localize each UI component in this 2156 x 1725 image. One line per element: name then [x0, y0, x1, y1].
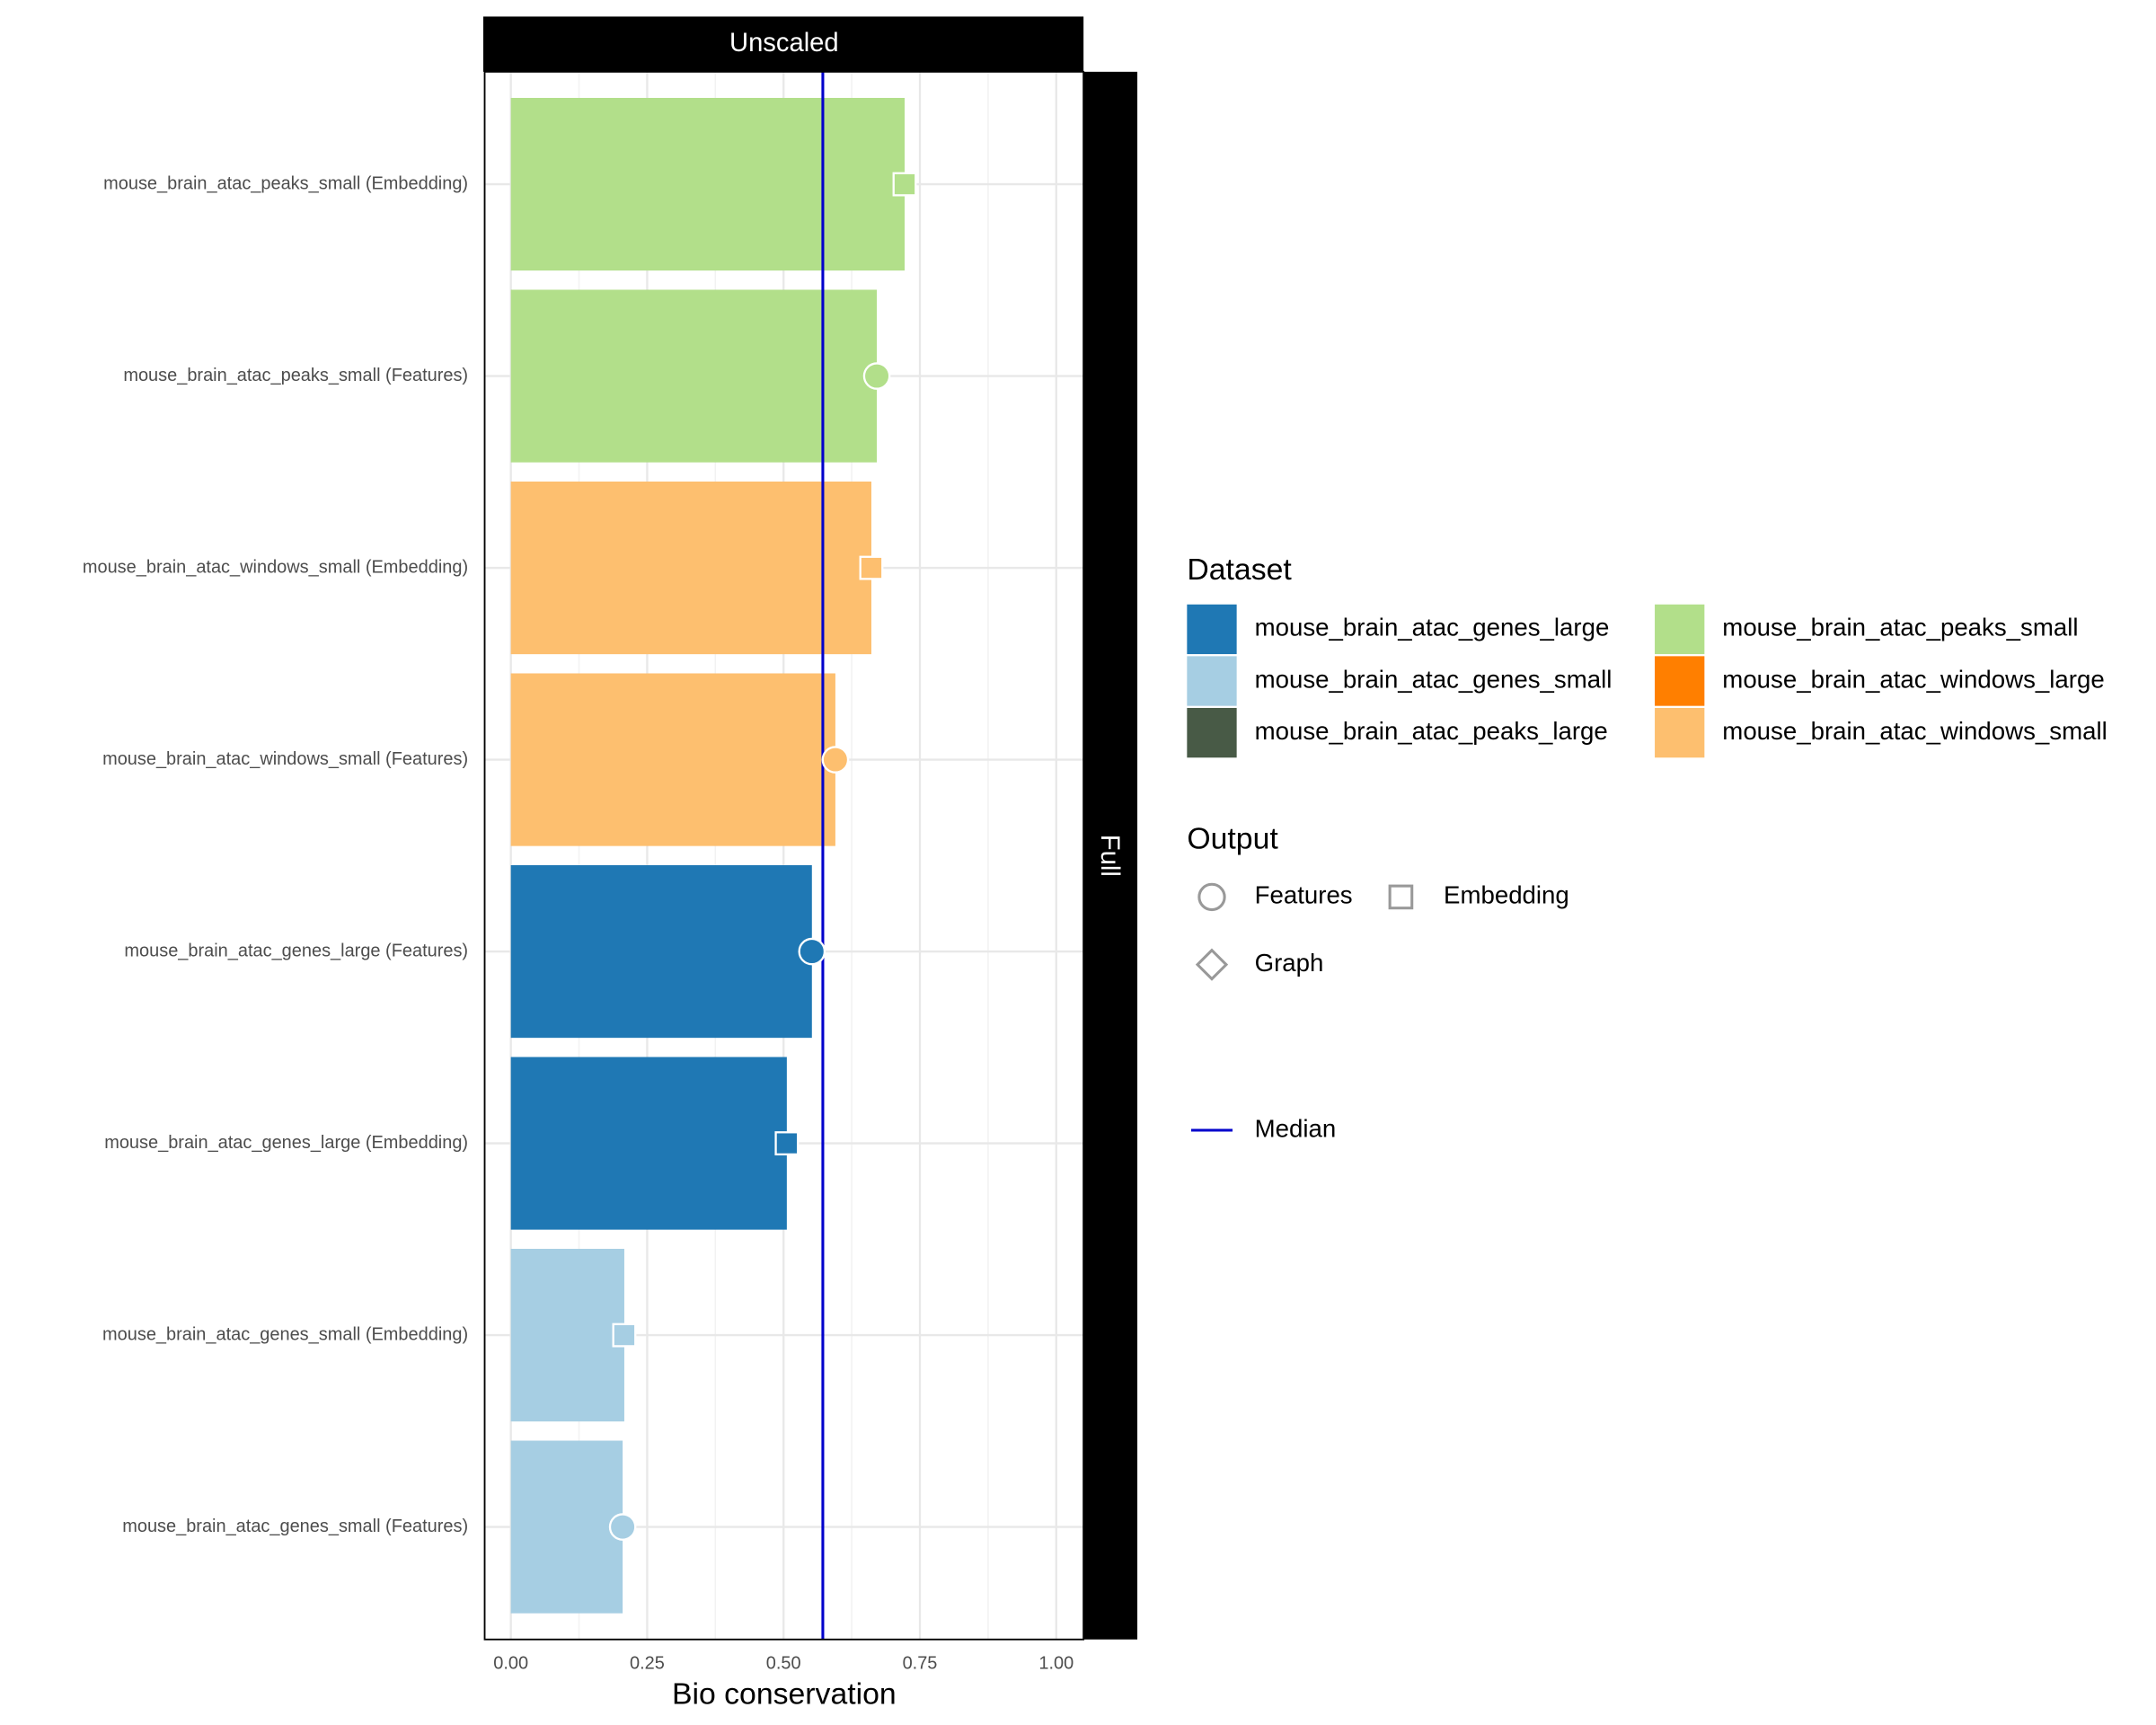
facet-strip-top: [482, 16, 1084, 72]
legend-swatch: [1655, 656, 1705, 706]
bar: [510, 97, 906, 271]
legend-label: Embedding: [1444, 881, 1569, 909]
bar: [510, 1440, 623, 1614]
point: [859, 555, 884, 580]
legend-label: mouse_brain_atac_windows_small: [1722, 717, 2107, 745]
point: [608, 1513, 637, 1541]
y-tick-label: mouse_brain_atac_genes_large (Features): [124, 941, 468, 960]
legend-label: mouse_brain_atac_genes_small: [1255, 665, 1613, 693]
bar: [510, 864, 812, 1039]
bar: [510, 289, 878, 463]
legend-title: Dataset: [1187, 553, 1292, 587]
x-tick-label: 0.00: [493, 1654, 528, 1674]
facet-label-top: Unscaled: [729, 29, 839, 58]
x-tick-label: 0.25: [630, 1654, 665, 1674]
y-tick-label: mouse_brain_atac_genes_large (Embedding): [104, 1133, 468, 1153]
legend-title: Output: [1187, 821, 1278, 855]
facet-label-right: Full: [1095, 835, 1124, 877]
legend-swatch: [1187, 707, 1237, 758]
legend-label: Features: [1255, 881, 1353, 909]
facet-strip-right: [1083, 71, 1138, 1640]
legend-symbol: [1195, 948, 1229, 981]
point: [798, 937, 826, 966]
x-axis-title: Bio conservation: [672, 1677, 897, 1712]
point: [892, 172, 917, 197]
legend-symbol: [1197, 882, 1226, 912]
y-tick-label: mouse_brain_atac_windows_small (Features…: [102, 749, 468, 769]
legend-symbol: [1388, 884, 1414, 910]
legend-swatch: [1187, 656, 1237, 706]
y-tick-label: mouse_brain_atac_genes_small (Embedding): [102, 1324, 468, 1344]
y-tick-label: mouse_brain_atac_windows_small (Embeddin…: [83, 557, 468, 577]
legend-label: Graph: [1255, 949, 1324, 977]
legend-swatch: [1655, 707, 1705, 758]
bar: [510, 673, 835, 846]
y-tick-label: mouse_brain_atac_peaks_small (Embedding): [103, 173, 468, 193]
legend-swatch: [1655, 604, 1705, 655]
y-tick-label: mouse_brain_atac_peaks_small (Features): [123, 366, 468, 385]
bar: [510, 481, 871, 655]
legend-label: Median: [1255, 1114, 1337, 1142]
point: [774, 1131, 800, 1156]
legend-label: mouse_brain_atac_windows_large: [1722, 665, 2104, 693]
point: [612, 1322, 637, 1348]
x-tick-label: 1.00: [1038, 1654, 1074, 1674]
bar: [510, 1249, 624, 1422]
legend-label: mouse_brain_atac_genes_large: [1255, 614, 1610, 641]
x-tick-label: 0.75: [903, 1654, 938, 1674]
point: [821, 746, 850, 774]
point: [862, 362, 891, 390]
panel-border: [483, 70, 1085, 1641]
legend-label: mouse_brain_atac_peaks_small: [1722, 614, 2078, 641]
legend-swatch: [1187, 604, 1237, 655]
y-tick-label: mouse_brain_atac_genes_small (Features): [122, 1517, 468, 1536]
x-tick-label: 0.50: [766, 1654, 801, 1674]
legend-label: mouse_brain_atac_peaks_large: [1255, 717, 1608, 745]
bar: [510, 1057, 787, 1230]
